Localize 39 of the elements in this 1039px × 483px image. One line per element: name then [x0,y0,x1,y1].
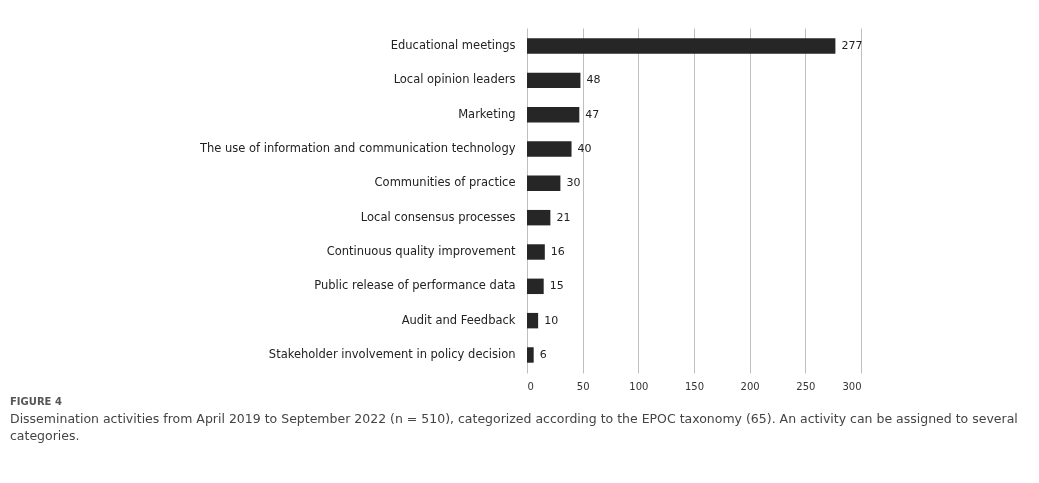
data-label: 47 [585,107,600,121]
y-tick-label: The use of information and communication technology [198,141,516,156]
bar [527,106,580,123]
data-label: 10 [544,313,559,327]
bar [527,141,572,157]
y-tick-label: Educational meetings [390,38,516,53]
data-label: 21 [556,210,571,224]
bar [527,278,544,295]
data-label: 16 [550,244,565,258]
x-tick-label: 250 [796,380,816,392]
y-tick-label: Marketing [458,106,516,121]
bar [527,38,836,54]
y-tick-label: Stakeholder involvement in policy decision [268,346,516,361]
x-tick-label: 0 [527,380,534,392]
data-label: 277 [841,39,863,53]
x-tick-label: 300 [842,380,862,392]
bar [527,175,561,192]
y-tick-label: Local opinion leaders [393,72,516,87]
data-label: 30 [566,176,581,190]
y-tick-label: Continuous quality improvement [326,243,516,258]
text: Dissemination activities from April 2019 to September 2022 (n = 510), categorized according to the EPOC taxonomy (65). An activity can be assigned to several categories. [10,410,1019,444]
bar [527,244,545,260]
data-label: 15 [549,279,564,293]
y-tick-label: Local consensus processes [360,209,516,224]
caption: FIGURE 4 [10,396,63,407]
bar [527,72,581,89]
y-tick-label: Public release of performance data [314,278,516,293]
data-label: 40 [577,142,592,156]
x-tick-label: 200 [740,380,760,392]
y-tick-label: Audit and Feedback [401,312,516,327]
bar [527,312,539,329]
bar [527,209,551,226]
data-label: 48 [586,73,601,87]
bar [527,347,534,363]
data-label: 6 [539,347,547,361]
x-tick-label: 50 [576,380,590,392]
y-tick-label: Communities of practice [374,175,516,190]
x-tick-label: 100 [629,380,649,392]
x-tick-label: 150 [684,380,705,392]
